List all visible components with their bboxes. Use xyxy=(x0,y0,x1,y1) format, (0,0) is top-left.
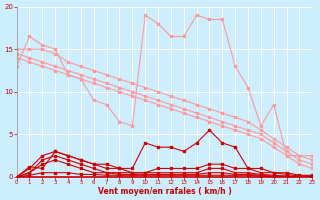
X-axis label: Vent moyen/en rafales ( km/h ): Vent moyen/en rafales ( km/h ) xyxy=(98,187,231,196)
